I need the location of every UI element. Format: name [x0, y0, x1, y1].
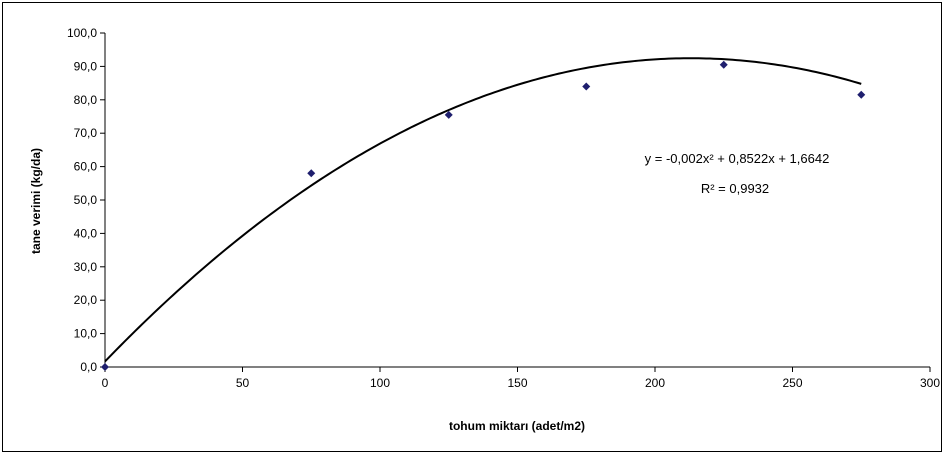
- data-point: [857, 90, 866, 99]
- y-tick-label: 0,0: [80, 360, 97, 374]
- x-tick-label: 0: [102, 376, 109, 390]
- x-tick-label: 200: [645, 376, 665, 390]
- y-axis-title: tane verimi (kg/da): [29, 148, 43, 254]
- data-point: [307, 169, 316, 178]
- y-tick-label: 70,0: [74, 126, 98, 140]
- x-tick-label: 150: [507, 376, 527, 390]
- y-tick-label: 20,0: [74, 293, 98, 307]
- trendline-r2: R² = 0,9932: [701, 181, 769, 196]
- data-points: [101, 60, 866, 371]
- trendline-equation: y = -0,002x² + 0,8522x + 1,6642: [645, 151, 830, 166]
- x-tick-label: 50: [236, 376, 250, 390]
- data-point: [719, 60, 728, 69]
- x-tick-group: 0 50 100 150 200 250 300: [102, 367, 940, 390]
- x-axis-title: tohum miktarı (adet/m2): [449, 419, 585, 433]
- x-tick-label: 250: [782, 376, 802, 390]
- y-tick-label: 30,0: [74, 260, 98, 274]
- plot-area: 0 50 100 150 200 250 300 0,0 10,0 20,0 30,0 40,0 50…: [67, 26, 940, 390]
- y-tick-label: 60,0: [74, 160, 98, 174]
- y-tick-label: 90,0: [74, 59, 98, 73]
- y-tick-label: 100,0: [67, 26, 97, 40]
- trendline-curve: [104, 57, 862, 363]
- y-tick-group: 0,0 10,0 20,0 30,0 40,0 50,0 60,0 70,0 80,0 90,0 1…: [67, 26, 105, 374]
- x-tick-label: 300: [920, 376, 940, 390]
- y-tick-label: 50,0: [74, 193, 98, 207]
- y-tick-label: 80,0: [74, 93, 98, 107]
- y-tick-label: 10,0: [74, 327, 98, 341]
- data-point: [444, 110, 453, 119]
- x-tick-label: 100: [370, 376, 390, 390]
- data-point: [101, 363, 109, 371]
- y-tick-label: 40,0: [74, 226, 98, 240]
- data-point: [582, 82, 591, 91]
